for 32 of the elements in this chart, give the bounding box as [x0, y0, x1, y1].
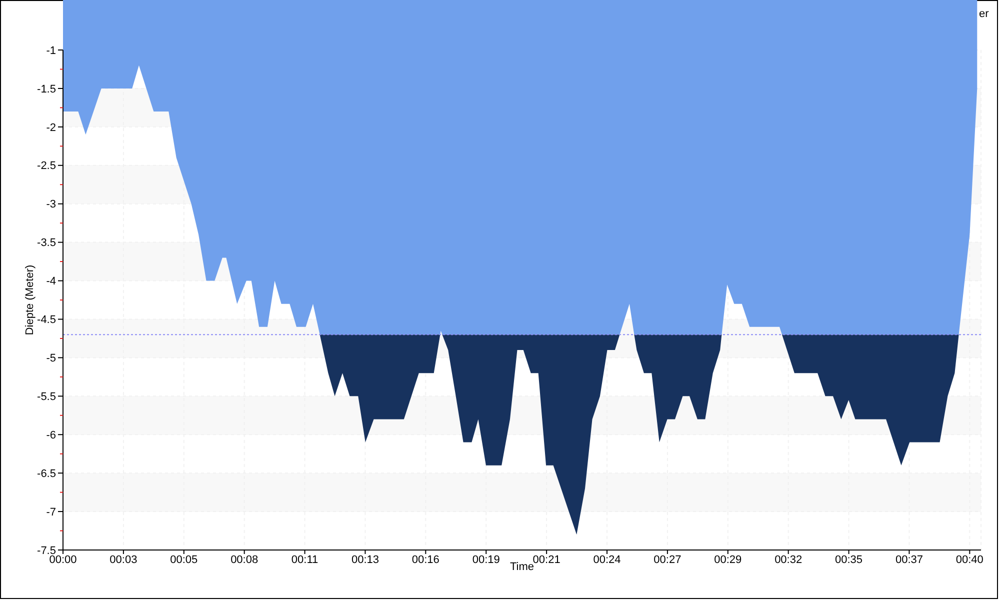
- x-tick-label: 00:13: [351, 554, 379, 566]
- x-tick-label: 00:32: [774, 554, 802, 566]
- x-tick-label: 00:08: [230, 554, 258, 566]
- x-tick-label: 00:11: [291, 554, 318, 566]
- x-tick-label: 00:16: [412, 554, 440, 566]
- x-tick-label: 00:03: [110, 554, 138, 566]
- x-tick-label: 00:00: [49, 554, 77, 566]
- x-tick-label: 00:24: [593, 554, 621, 566]
- y-tick-label: -6.5: [37, 468, 56, 480]
- x-tick-label: 00:37: [895, 554, 923, 566]
- y-tick-label: -2: [46, 122, 56, 134]
- y-tick-label: -1: [46, 44, 56, 57]
- y-tick-label: -3.5: [37, 237, 56, 250]
- y-tick-label: -1.5: [37, 83, 56, 96]
- x-tick-label: 00:27: [654, 554, 682, 566]
- x-tick-label: 00:35: [835, 554, 863, 566]
- y-axis-title: Diepte (Meter): [24, 264, 36, 336]
- x-tick-label: 00:40: [956, 554, 984, 566]
- y-tick-label: -4: [46, 276, 56, 288]
- y-tick-label: -7: [46, 506, 56, 518]
- x-tick-label: 00:19: [472, 554, 500, 566]
- x-tick-label: 00:05: [170, 554, 198, 566]
- y-tick-label: -4.5: [37, 314, 56, 326]
- x-tick-label: 00:29: [714, 554, 742, 566]
- y-tick-label: -5.5: [37, 391, 56, 404]
- x-axis-title: Time: [510, 561, 534, 573]
- y-tick-label: -2.5: [37, 160, 56, 172]
- x-tick-label: 00:21: [532, 554, 560, 566]
- y-tick-label: -3: [46, 198, 56, 211]
- y-tick-label: -6: [46, 429, 56, 442]
- text: er: [979, 8, 989, 20]
- y-tick-label: -5: [46, 352, 56, 365]
